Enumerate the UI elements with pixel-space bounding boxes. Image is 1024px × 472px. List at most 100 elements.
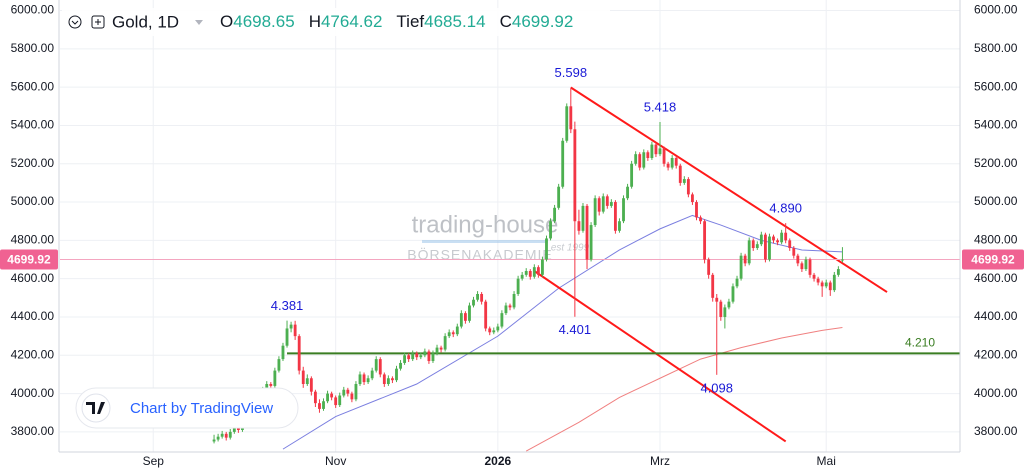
watermark-bar (422, 240, 548, 243)
add-icon[interactable] (91, 15, 105, 29)
candle-body (492, 330, 496, 333)
collapse-icon[interactable] (68, 15, 82, 29)
candle-body (755, 244, 759, 249)
credit-text[interactable]: Chart by TradingView (130, 400, 273, 417)
candle-body (630, 163, 634, 187)
symbol-dropdown[interactable] (195, 20, 203, 25)
candle-body (735, 278, 739, 287)
candle-body (695, 202, 698, 218)
annotation: 4.098 (700, 380, 733, 395)
y-tick-label: 5000.00 (11, 194, 55, 208)
candle-body (650, 144, 654, 159)
y-tick-label: 5200.00 (11, 156, 55, 170)
candle-body (354, 384, 358, 400)
watermark: trading-house BÖRSENAKADEMIE est 1999 (407, 211, 589, 262)
candle-body (816, 278, 820, 283)
y2-tick-label: 5600.00 (974, 79, 1018, 93)
candle-body (399, 362, 402, 369)
candle-body (670, 158, 674, 168)
candle-body (662, 148, 666, 164)
candle-body (812, 274, 816, 279)
candle-body (269, 384, 273, 386)
candle-body (281, 345, 285, 360)
candle-body (703, 221, 707, 260)
ohlc-label: Tief (396, 12, 424, 31)
candle-body (768, 236, 771, 260)
candle-body (828, 282, 832, 291)
y-tick-label: 5800.00 (11, 41, 55, 55)
plot: 4.210 4.381 5.598 5.418 4.890 4.401 4.098 (60, 65, 960, 452)
left-axis-bg (0, 0, 58, 452)
candle-body (772, 236, 775, 241)
candle-body (776, 240, 779, 243)
annotation: 4.381 (271, 298, 304, 313)
y-tick-label: 4800.00 (11, 233, 55, 247)
candle-body (403, 355, 407, 363)
y-tick-label: 5600.00 (11, 79, 55, 93)
candle-body (605, 196, 609, 206)
watermark-sub: BÖRSENAKADEMIE (407, 246, 552, 263)
price-tag (0, 249, 58, 270)
candle-body (455, 326, 459, 335)
candle-body (678, 165, 682, 183)
candle-body (443, 336, 447, 350)
trend-line (533, 270, 787, 443)
candle-body (780, 232, 784, 243)
y2-tick-label: 4200.00 (974, 347, 1018, 361)
y2-tick-label: 4400.00 (974, 309, 1018, 323)
annotation: 4.890 (769, 201, 802, 216)
candle-body (439, 347, 443, 350)
candle-body (719, 301, 723, 317)
candle-body (654, 144, 658, 155)
price-tag (962, 249, 1024, 270)
candle-body (646, 152, 650, 159)
ohlc-value: 4698.65 (233, 12, 294, 31)
price-tag-label: 4699.92 (7, 253, 51, 267)
candle-body (520, 274, 524, 279)
candle-body (496, 326, 500, 331)
candle-body (638, 154, 642, 168)
candle-body (488, 328, 492, 333)
candle-body (589, 225, 593, 260)
credit: Chart by TradingView (75, 387, 299, 429)
y2-tick-label: 3800.00 (974, 424, 1018, 438)
candle-body (386, 378, 390, 385)
y2-tick-label: 4600.00 (974, 271, 1018, 285)
candle-body (480, 293, 484, 302)
credit-box[interactable] (75, 387, 299, 429)
candle-body (411, 353, 415, 360)
annotation: 5.598 (555, 65, 588, 80)
candle-body (265, 384, 269, 390)
candle-body (581, 205, 585, 231)
symbol[interactable]: Gold, 1D (112, 12, 179, 31)
header: Gold, 1D O4698.65 H4764.62 Tief4685.14 C469… (62, 8, 610, 36)
candle-body (723, 307, 727, 317)
candle-body (711, 274, 715, 298)
candle-body (747, 240, 751, 264)
candle-body (642, 152, 646, 168)
candle-body (301, 370, 305, 385)
axes: 3800.00 3800.00 4000.00 4000.00 4200.00 4200.… (0, 3, 1024, 468)
candle-body (236, 428, 240, 430)
candle-body (378, 359, 382, 375)
candle-body (613, 202, 617, 231)
annotation: 5.418 (644, 99, 677, 114)
trend-line (570, 86, 888, 293)
y-tick-label: 3800.00 (11, 424, 55, 438)
candle-body (528, 271, 532, 277)
candle-body (382, 374, 386, 385)
candle-body (557, 186, 561, 208)
candle-body (216, 436, 220, 440)
candle-body (468, 305, 471, 321)
y-tick-label: 4200.00 (11, 347, 55, 361)
candle-body (634, 154, 638, 164)
candle-body (577, 221, 581, 231)
y-tick-label: 4000.00 (11, 386, 55, 400)
candle-body (407, 355, 411, 360)
ohlc-value: 4685.14 (424, 12, 485, 31)
candle-body (370, 370, 374, 379)
collapse-chevron (71, 20, 79, 25)
y2-tick-label: 5400.00 (974, 118, 1018, 132)
x-tick-label: Mai (817, 454, 836, 468)
